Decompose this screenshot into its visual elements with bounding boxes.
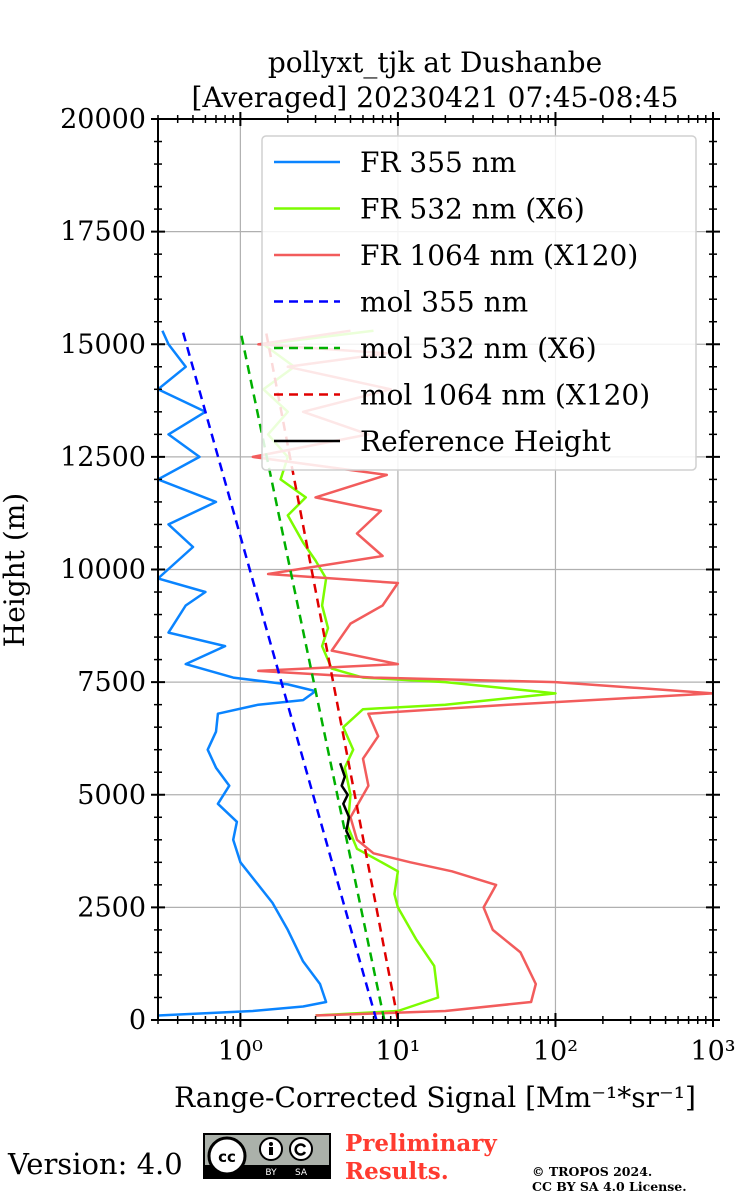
y-tick-label: 0 [129, 1005, 146, 1036]
x-tick-label: 10³ [690, 1036, 735, 1067]
copyright-note: © TROPOS 2024. CC BY SA 4.0 License. [532, 1164, 687, 1194]
legend-label: FR 1064 nm (X120) [360, 239, 638, 272]
y-tick-label: 7500 [77, 667, 146, 698]
cc-by-sa-badge[interactable]: cc BY SA [203, 1133, 331, 1179]
copyright-line1: © TROPOS 2024. [532, 1164, 653, 1179]
x-tick-label: 10² [533, 1036, 578, 1067]
y-tick-label: 17500 [60, 217, 146, 248]
series-line-fr-355-nm [158, 330, 328, 1017]
svg-text:SA: SA [295, 1168, 308, 1177]
y-axis-label: Height (m) [0, 493, 31, 647]
legend-box [261, 135, 697, 471]
series-line-mol-1064-nm-x120 [264, 330, 400, 1020]
series-line-reference-height [339, 762, 352, 841]
y-tick-label: 5000 [77, 780, 146, 811]
legend-label: mol 355 nm [360, 286, 528, 319]
preliminary-results-note: Preliminary Results. [345, 1130, 497, 1186]
legend-label: FR 532 nm (X6) [360, 193, 585, 226]
legend-label: FR 355 nm [360, 146, 516, 179]
y-tick-label: 12500 [60, 442, 146, 473]
svg-text:BY: BY [265, 1168, 277, 1177]
preliminary-line2: Results. [345, 1158, 449, 1185]
legend-label: Reference Height [360, 425, 612, 458]
lidar-signal-chart: pollyxt_tjk at Dushanbe [Averaged] 20230… [0, 46, 736, 1114]
svg-text:cc: cc [218, 1148, 236, 1166]
legend-label: mol 1064 nm (X120) [360, 379, 650, 412]
copyright-line2: CC BY SA 4.0 License. [532, 1179, 687, 1194]
chart-title-line1: pollyxt_tjk at Dushanbe [268, 46, 602, 79]
version-label: Version: 4.0 [8, 1147, 183, 1181]
legend: FR 355 nm FR 532 nm (X6) FR 1064 nm (X120)… [261, 135, 697, 471]
y-tick-label: 2500 [77, 892, 146, 923]
preliminary-line1: Preliminary [345, 1130, 497, 1157]
x-tick-label: 10¹ [375, 1036, 420, 1067]
chart-title-line2: [Averaged] 20230421 07:45-08:45 [192, 81, 679, 114]
y-tick-label: 20000 [60, 104, 146, 135]
y-tick-label: 10000 [60, 555, 146, 586]
x-axis-label: Range-Corrected Signal [Mm⁻¹*sr⁻¹] [174, 1081, 696, 1114]
axis-ticks: 0 2500 5000 7500 10000 12500 15000 17500 20000 10… [60, 104, 736, 1067]
x-tick-label: 10⁰ [218, 1036, 263, 1067]
y-tick-label: 15000 [60, 329, 146, 360]
legend-label: mol 532 nm (X6) [360, 332, 597, 365]
